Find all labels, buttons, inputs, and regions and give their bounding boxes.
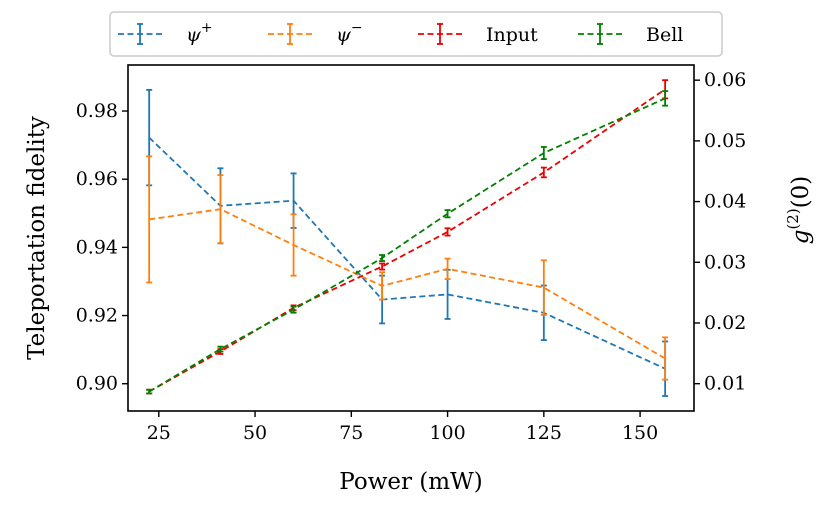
series-3 bbox=[146, 90, 669, 395]
axis-layer: 25 50 75 100 125 150 0.90 0.92 0.94 0.96 0.98 0.01 0… bbox=[76, 69, 747, 444]
plot-area bbox=[127, 64, 695, 412]
y-axis-left-title: Teleportation fidelity bbox=[24, 116, 50, 360]
series-layer bbox=[146, 79, 669, 397]
y-left-tick-label: 0.98 bbox=[76, 100, 118, 122]
y-axis-right-title-base: g bbox=[788, 230, 814, 245]
legend-label: ψ+ bbox=[186, 20, 213, 46]
x-axis-title: Power (mW) bbox=[339, 469, 482, 495]
legend-label-base: ψ bbox=[336, 24, 352, 46]
legend-label-base: ψ bbox=[186, 24, 202, 46]
legend-item-1: ψ− bbox=[268, 20, 363, 46]
y-axis-right-title: g(2)(0) bbox=[784, 176, 814, 245]
y-axis-right-title-tail: (0) bbox=[788, 176, 814, 209]
y-right-tick-label: 0.06 bbox=[704, 69, 746, 91]
y-left-tick-label: 0.94 bbox=[76, 236, 118, 258]
legend-item-2: Input bbox=[418, 23, 538, 46]
x-tick-label: 100 bbox=[429, 422, 465, 444]
series-line bbox=[148, 136, 666, 370]
y-right-tick-label: 0.04 bbox=[704, 191, 746, 213]
y-left-tick-label: 0.92 bbox=[76, 305, 118, 327]
x-tick-label: 75 bbox=[339, 422, 363, 444]
y-right-tick-label: 0.01 bbox=[704, 373, 746, 395]
legend-item-3: Bell bbox=[578, 23, 683, 46]
x-tick-label: 25 bbox=[147, 422, 171, 444]
legend-label-sup: − bbox=[351, 20, 363, 36]
x-tick-label: 50 bbox=[243, 422, 267, 444]
legend-label: Input bbox=[486, 24, 538, 46]
x-tick-label: 125 bbox=[526, 422, 562, 444]
legend-label-sup: + bbox=[201, 20, 213, 36]
y-right-tick-label: 0.05 bbox=[704, 130, 746, 152]
legend-label: Bell bbox=[646, 24, 683, 46]
legend: ψ+ ψ− Input Bell bbox=[118, 20, 683, 46]
legend-label: ψ− bbox=[336, 20, 363, 46]
y-axis-right-title-sup: (2) bbox=[784, 208, 802, 229]
y-left-tick-label: 0.90 bbox=[76, 373, 118, 395]
y-left-tick-label: 0.96 bbox=[76, 168, 118, 190]
y-right-tick-label: 0.03 bbox=[704, 251, 746, 273]
legend-box bbox=[109, 11, 723, 57]
x-tick-label: 150 bbox=[622, 422, 658, 444]
series-line bbox=[149, 208, 666, 360]
y-right-tick-label: 0.02 bbox=[704, 312, 746, 334]
legend-item-0: ψ+ bbox=[118, 20, 213, 46]
series-1 bbox=[146, 155, 669, 381]
